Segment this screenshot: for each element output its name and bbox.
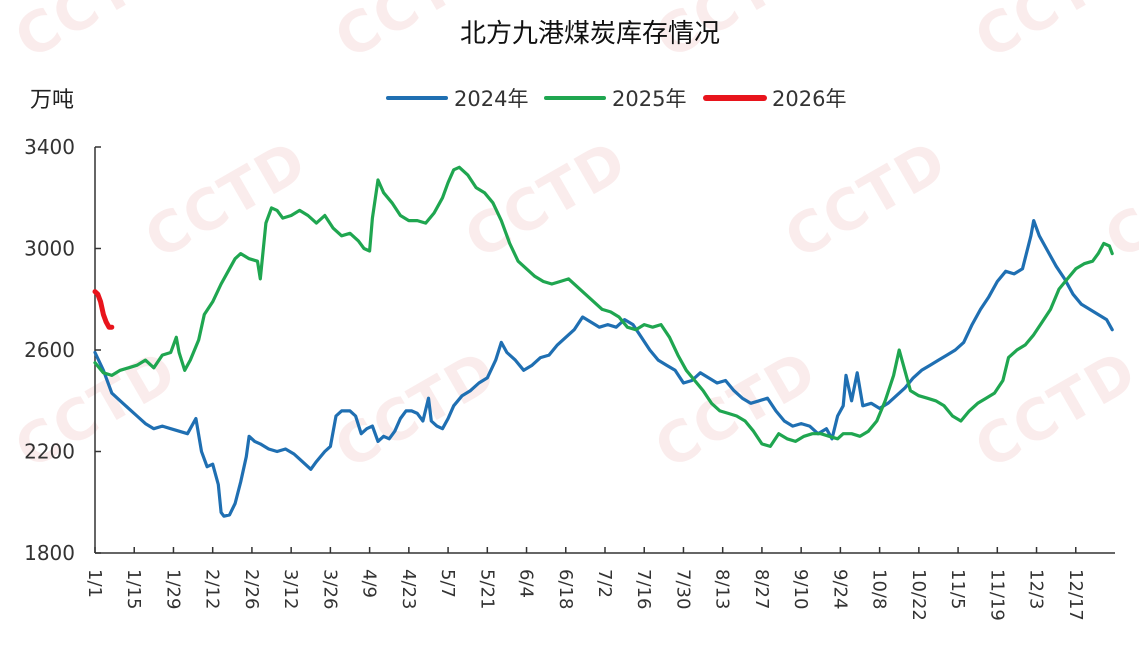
series-layer	[92, 165, 1114, 518]
watermark-text: CCTD	[135, 128, 319, 272]
x-tick-label: 3/12	[280, 569, 301, 609]
x-tick-label: 9/24	[829, 569, 850, 609]
x-tick-label: 3/26	[319, 569, 340, 609]
x-tick-label: 4/23	[398, 569, 419, 609]
legend-label-3: 2026年	[772, 87, 846, 111]
x-tick-label: 4/9	[359, 569, 380, 598]
x-tick-label: 8/13	[712, 569, 733, 609]
x-tick-label: 1/1	[84, 569, 105, 598]
x-tick-label: 6/4	[516, 569, 537, 598]
watermark-text: CCTD	[645, 338, 829, 482]
x-tick-label: 6/18	[555, 569, 576, 609]
x-tick-label: 9/10	[790, 569, 811, 609]
chart-title: 北方九港煤炭库存情况	[460, 19, 720, 49]
y-tick-label: 2600	[24, 338, 75, 362]
x-tick-label: 1/15	[123, 569, 144, 609]
x-tick-label: 10/8	[869, 569, 890, 609]
y-tick-label: 3400	[24, 135, 75, 159]
y-axis-unit: 万吨	[30, 88, 74, 113]
x-tick-label: 7/30	[672, 569, 693, 609]
x-tick-label: 5/21	[476, 569, 497, 609]
y-tick-label: 2200	[24, 440, 75, 464]
x-tick-label: 10/22	[908, 569, 929, 621]
x-tick-label: 11/19	[986, 569, 1007, 621]
watermark-text: CCTD	[455, 128, 639, 272]
y-tick-label: 1800	[24, 541, 75, 565]
x-tick-label: 1/29	[162, 569, 183, 609]
watermark-text: CCTD	[5, 0, 189, 72]
x-tick-label: 2/12	[202, 569, 223, 609]
x-tick-label: 12/17	[1065, 569, 1086, 621]
watermark-text: CCTD	[775, 128, 959, 272]
axes: 1800 2200 2600 3000 3400 1/1 1/15 1/29 2/12 2/26 3…	[24, 135, 1115, 621]
legend: 2024年 2025年 2026年	[386, 87, 846, 111]
series-line-3	[92, 289, 115, 330]
legend-label-2: 2025年	[612, 87, 686, 111]
watermark-text: CCTD	[325, 338, 509, 482]
x-tick-label: 2/26	[241, 569, 262, 609]
watermark-text: CCTD	[965, 338, 1139, 482]
x-tick-label: 5/7	[437, 569, 458, 598]
watermark-text: CCTD	[965, 0, 1139, 72]
x-tick-label: 11/5	[947, 569, 968, 609]
legend-label-1: 2024年	[454, 87, 528, 111]
y-tick-label: 3000	[24, 237, 75, 261]
series-line-2	[93, 165, 1114, 448]
x-tick-label: 12/3	[1026, 569, 1047, 609]
series-line-1	[93, 219, 1114, 518]
x-tick-label: 8/27	[751, 569, 772, 609]
x-tick-label: 7/16	[633, 569, 654, 609]
x-tick-label: 7/2	[594, 569, 615, 598]
